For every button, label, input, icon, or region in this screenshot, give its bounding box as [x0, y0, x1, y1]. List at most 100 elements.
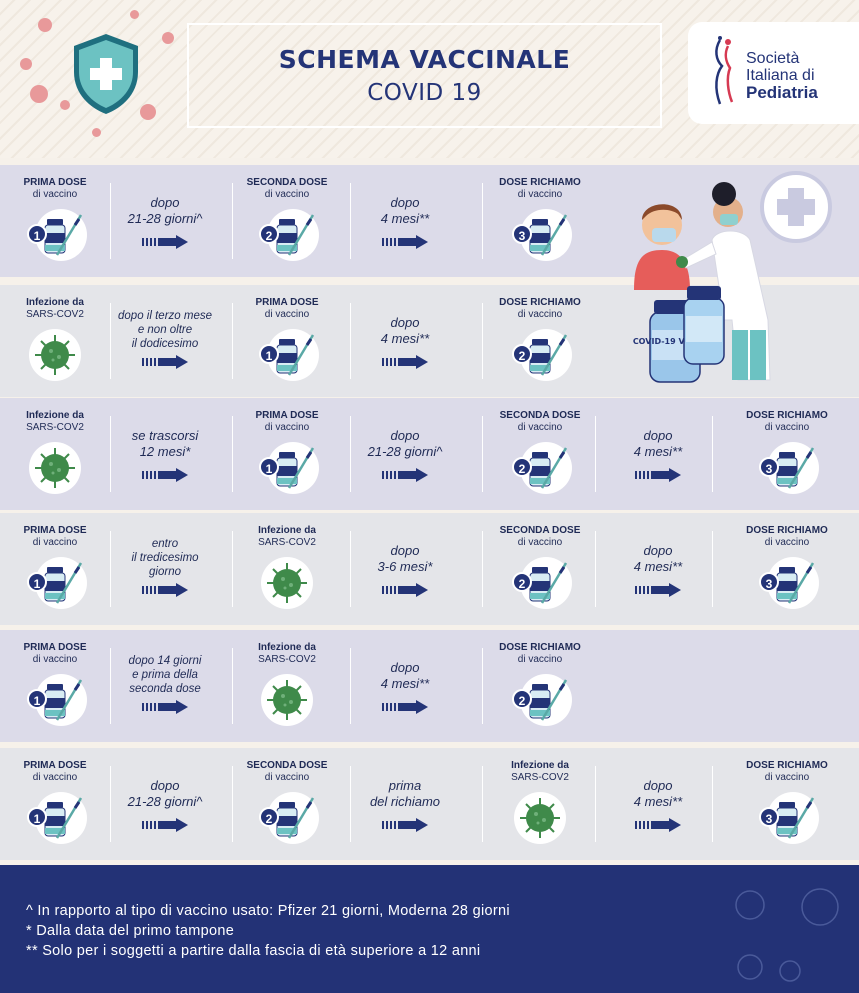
arrow-right-icon [142, 818, 188, 832]
step-label: PRIMA DOSE di vaccino [5, 760, 105, 784]
page-title: SCHEMA VACCINALE [278, 45, 571, 74]
footnotes: ^ In rapporto al tipo di vaccino usato: … [0, 865, 859, 993]
step-label: SECONDA DOSE di vaccino [237, 760, 337, 784]
virus-icon [29, 329, 81, 381]
vaccine-vial-icon [520, 209, 572, 261]
logo: Società Italiana di Pediatria [688, 22, 859, 124]
column-divider [482, 303, 483, 379]
step-label-subtitle: SARS-COV2 [26, 422, 84, 433]
interval-text: giorno [149, 566, 181, 578]
infection-step: Infezione da SARS-COV2 [237, 642, 337, 730]
dose-number-badge: 2 [259, 807, 279, 827]
interval-note: dopo il terzo mese e non oltre il dodicesi… [110, 309, 220, 351]
step-icon: 1 [5, 205, 105, 265]
vaccine-dose-step: SECONDA DOSE di vaccino 2 [237, 177, 337, 265]
interval-text: dopo [390, 195, 420, 210]
interval-text: dopo [390, 315, 420, 330]
interval-text: e non oltre [137, 324, 193, 336]
step-icon [5, 438, 105, 498]
interval-text: dopo [390, 660, 420, 675]
column-divider [595, 416, 596, 492]
step-icon: 3 [490, 205, 590, 265]
interval-text: 4 mesi** [380, 211, 430, 226]
interval-note: dopo 4 mesi** [350, 315, 460, 347]
interval-text: dopo 14 giorni [128, 655, 202, 667]
virus-icon [29, 442, 81, 494]
dose-number-badge: 1 [27, 807, 47, 827]
dose-number-badge: 2 [512, 457, 532, 477]
step-label-title: SECONDA DOSE [499, 410, 581, 421]
interval-text: entro [151, 538, 179, 550]
arrow-right-icon [382, 583, 428, 597]
interval-text: dopo [643, 778, 673, 793]
virus-icon [38, 18, 52, 32]
vaccine-vial-icon [520, 557, 572, 609]
arrow-right-icon [142, 355, 188, 369]
step-icon: 2 [490, 438, 590, 498]
virus-icon [60, 100, 70, 110]
vaccine-dose-step: DOSE RICHIAMO di vaccino 3 [737, 410, 837, 498]
step-label-title: SECONDA DOSE [246, 177, 328, 188]
schedule-row: PRIMA DOSE di vaccino 1 SECONDA DOSE di … [0, 748, 859, 860]
virus-icon [92, 128, 101, 137]
dose-number-badge: 2 [512, 689, 532, 709]
arrow-right-icon [382, 235, 428, 249]
dose-number-badge: 3 [759, 572, 779, 592]
interval-text: 4 mesi** [633, 444, 683, 459]
infection-step: Infezione da SARS-COV2 [490, 760, 590, 848]
arrow-right-icon [635, 818, 681, 832]
page-subtitle: COVID 19 [367, 80, 482, 106]
virus-icon [735, 888, 839, 982]
arrow-right-icon [142, 235, 188, 249]
step-label: DOSE RICHIAMO di vaccino [490, 177, 590, 201]
vaccine-dose-step: SECONDA DOSE di vaccino 2 [490, 525, 590, 613]
step-label: DOSE RICHIAMO di vaccino [737, 525, 837, 549]
arrow-right-icon [142, 700, 188, 714]
dose-number-badge: 3 [759, 457, 779, 477]
vaccine-dose-step: PRIMA DOSE di vaccino 1 [237, 297, 337, 385]
step-label: Infezione da SARS-COV2 [237, 525, 337, 549]
column-divider [595, 766, 596, 842]
step-label: DOSE RICHIAMO di vaccino [737, 760, 837, 784]
step-icon: 1 [5, 553, 105, 613]
virus-icon [140, 104, 156, 120]
dose-number-badge: 2 [512, 572, 532, 592]
interval-text: dopo [150, 195, 180, 210]
column-divider [712, 416, 713, 492]
step-icon: 1 [5, 670, 105, 730]
logo-line-1: Società [746, 50, 800, 67]
step-label-title: SECONDA DOSE [246, 760, 328, 771]
step-label: PRIMA DOSE di vaccino [5, 177, 105, 201]
vaccine-dose-step: PRIMA DOSE di vaccino 1 [237, 410, 337, 498]
column-divider [350, 648, 351, 724]
step-label: Infezione da SARS-COV2 [5, 297, 105, 321]
interval-text: 21-28 giorni^ [127, 794, 203, 809]
interval-note: dopo 21-28 giorni^ [110, 778, 220, 810]
step-label: PRIMA DOSE di vaccino [5, 525, 105, 549]
step-label-title: DOSE RICHIAMO [746, 410, 828, 421]
interval-text: 4 mesi** [633, 794, 683, 809]
step-label: SECONDA DOSE di vaccino [237, 177, 337, 201]
column-divider [482, 183, 483, 259]
interval-text: se trascorsi [131, 428, 199, 443]
vaccine-dose-step: DOSE RICHIAMO di vaccino 2 [490, 297, 590, 385]
dose-number-badge: 3 [512, 224, 532, 244]
vaccine-dose-step: PRIMA DOSE di vaccino 1 [5, 177, 105, 265]
step-icon: 2 [237, 205, 337, 265]
vaccine-dose-step: DOSE RICHIAMO di vaccino 3 [490, 177, 590, 265]
step-label-title: Infezione da [258, 642, 316, 653]
column-divider [712, 531, 713, 607]
step-label: DOSE RICHIAMO di vaccino [490, 297, 590, 321]
column-divider [482, 416, 483, 492]
step-label-subtitle: di vaccino [264, 422, 310, 433]
infection-step: Infezione da SARS-COV2 [5, 410, 105, 498]
footnote-asterisk: * Dalla data del primo tampone [26, 923, 235, 939]
interval-note: dopo 3-6 mesi* [350, 543, 460, 575]
interval-note: dopo 4 mesi** [603, 428, 713, 460]
step-label-subtitle: di vaccino [264, 309, 310, 320]
column-divider [110, 531, 111, 607]
dose-number-badge: 2 [512, 344, 532, 364]
interval-text: 4 mesi** [633, 559, 683, 574]
infection-step: Infezione da SARS-COV2 [237, 525, 337, 613]
step-label-subtitle: di vaccino [764, 772, 810, 783]
